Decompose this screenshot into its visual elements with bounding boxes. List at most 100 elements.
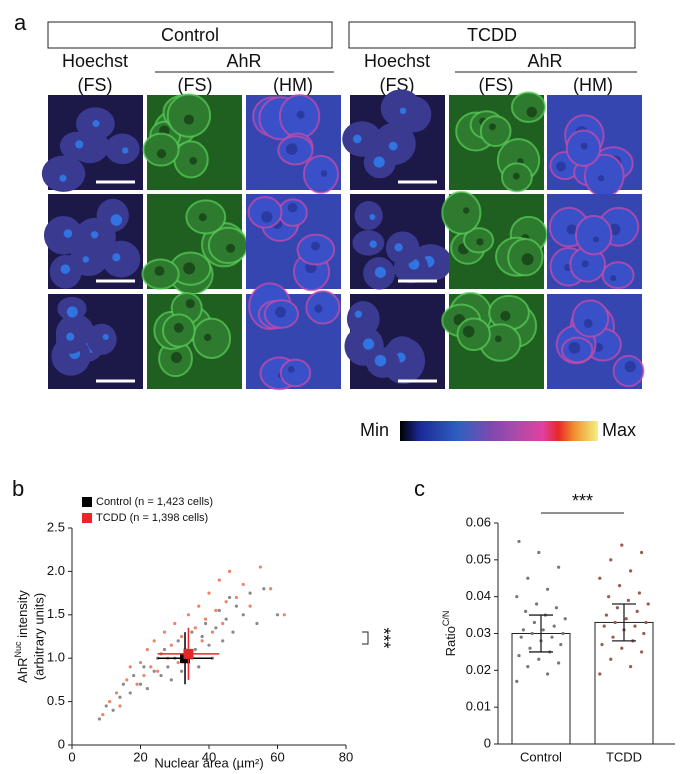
point: [118, 695, 122, 699]
x-tick-label: 0: [68, 749, 75, 764]
y-axis-label-part: Ratio: [443, 626, 458, 656]
y-tick-label: 0.04: [466, 588, 491, 603]
point: [554, 606, 559, 610]
point: [200, 634, 204, 639]
nucleolus: [82, 256, 90, 263]
nucleolus: [183, 114, 194, 125]
point: [629, 665, 633, 669]
point: [609, 558, 613, 562]
point: [176, 639, 180, 643]
x-tick-label: 20: [133, 749, 147, 764]
point: [108, 700, 112, 704]
nucleolus: [287, 365, 295, 373]
point: [101, 713, 105, 717]
point: [169, 643, 173, 647]
cell: [86, 323, 117, 355]
point: [526, 665, 530, 669]
point: [145, 686, 149, 691]
point: [173, 621, 177, 626]
y-tick-label: 0.05: [466, 551, 491, 566]
error-bar: [529, 614, 553, 653]
nucleolus: [500, 310, 511, 321]
nucleolus: [110, 214, 123, 226]
nucleolus: [296, 110, 305, 119]
point: [640, 650, 644, 654]
column-header: Hoechst: [62, 51, 128, 71]
point: [142, 665, 146, 669]
nucleolus: [286, 143, 298, 155]
point: [535, 602, 539, 606]
significance: ***: [572, 491, 593, 511]
colorbar: [400, 421, 598, 441]
nucleolus: [314, 304, 323, 313]
column-header: (HM): [273, 75, 313, 95]
point: [231, 630, 235, 634]
point: [248, 591, 252, 595]
nucleolus: [275, 306, 286, 318]
nucleolus: [311, 241, 320, 251]
x-tick-label: 60: [270, 749, 284, 764]
point: [524, 609, 528, 614]
nucleolus: [581, 260, 589, 268]
point: [519, 635, 523, 639]
point: [210, 630, 215, 634]
point: [609, 657, 613, 661]
point: [635, 609, 639, 614]
nucleolus: [156, 149, 167, 159]
group-box: [348, 21, 636, 49]
point: [241, 582, 245, 587]
nucleolus: [198, 213, 207, 222]
point: [197, 604, 201, 608]
nucleolus: [92, 120, 100, 128]
point: [169, 678, 173, 682]
point: [515, 595, 519, 599]
point: [152, 639, 156, 643]
nucleolus: [566, 224, 577, 235]
group-title: Control: [161, 25, 219, 45]
x-tick-label: 40: [202, 749, 216, 764]
point: [121, 682, 125, 686]
point: [234, 604, 238, 608]
point: [203, 617, 208, 621]
nucleolus: [185, 298, 195, 309]
nucleolus: [374, 266, 386, 278]
y-tick-label: 0.01: [466, 699, 491, 714]
point: [227, 595, 232, 600]
point: [138, 660, 143, 665]
point: [598, 672, 602, 676]
point: [186, 613, 191, 617]
point: [607, 595, 611, 599]
cell: [574, 214, 613, 256]
nucleolus: [183, 262, 196, 275]
point: [200, 639, 204, 643]
significance: ***: [373, 627, 393, 648]
point: [221, 639, 225, 643]
nucleolus: [59, 174, 67, 182]
point: [624, 617, 628, 621]
point: [149, 665, 153, 669]
legend-swatch: [82, 497, 92, 507]
nucleolus: [512, 172, 520, 180]
column-header: (HM): [573, 75, 613, 95]
point: [561, 631, 565, 636]
point: [642, 631, 646, 636]
point: [207, 643, 211, 647]
significance-bracket: [362, 631, 369, 645]
nucleolus: [394, 243, 403, 252]
point: [644, 620, 648, 625]
point: [258, 565, 262, 569]
point: [537, 550, 541, 555]
point: [517, 654, 521, 658]
point: [207, 591, 211, 595]
nucleolus: [173, 322, 184, 333]
point: [550, 635, 554, 639]
column-header: (FS): [78, 75, 113, 95]
legend-swatch: [82, 513, 92, 523]
point: [541, 628, 545, 632]
panel-label: b: [12, 476, 24, 501]
y-axis-label-line2: (arbitrary units): [31, 593, 46, 680]
y-tick-label: 0: [484, 735, 491, 750]
nucleolus: [171, 351, 183, 363]
nucleolus: [66, 306, 78, 318]
